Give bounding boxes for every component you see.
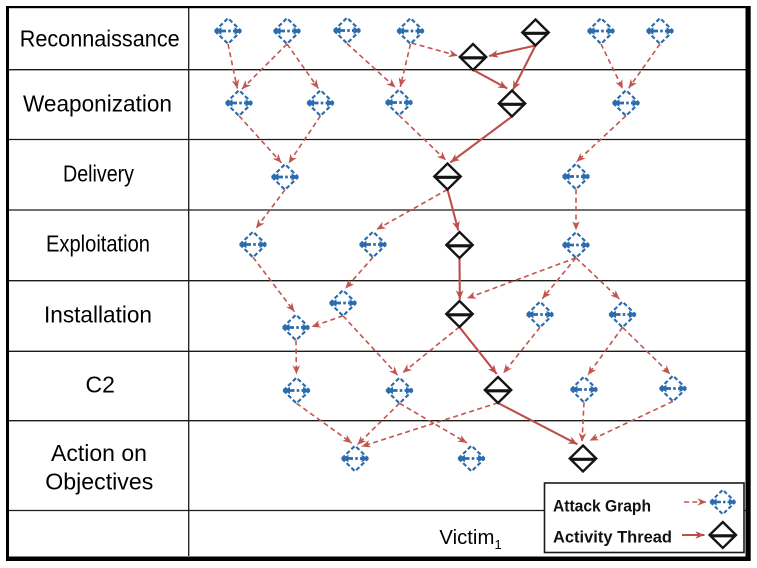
svg-text:1: 1 bbox=[495, 537, 502, 552]
svg-text:Weaponization: Weaponization bbox=[23, 91, 172, 117]
svg-text:C2: C2 bbox=[86, 372, 115, 398]
svg-text:Installation: Installation bbox=[44, 302, 152, 328]
svg-text:Delivery: Delivery bbox=[63, 161, 134, 187]
svg-text:Activity Thread: Activity Thread bbox=[553, 528, 672, 547]
svg-text:Victim: Victim bbox=[439, 527, 494, 549]
svg-text:Action on: Action on bbox=[51, 440, 147, 466]
svg-text:Reconnaissance: Reconnaissance bbox=[20, 26, 180, 52]
svg-text:Objectives: Objectives bbox=[45, 469, 153, 495]
svg-text:Exploitation: Exploitation bbox=[46, 231, 150, 257]
svg-text:Attack Graph: Attack Graph bbox=[553, 497, 651, 516]
